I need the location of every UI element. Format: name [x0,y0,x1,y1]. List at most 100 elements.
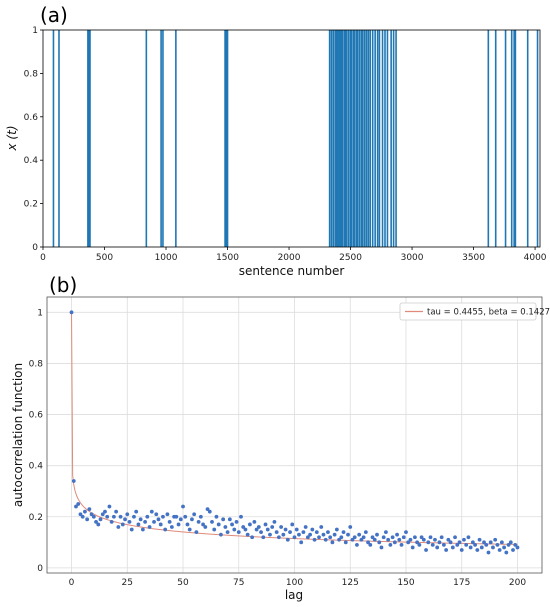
data-point [252,519,257,524]
data-point [105,514,110,519]
data-point [450,545,455,550]
data-point [437,540,442,545]
data-point [85,517,90,522]
data-point [504,550,509,555]
data-point [355,542,359,547]
data-point [276,535,281,540]
data-point [441,542,446,547]
data-point [234,519,239,524]
data-point [330,540,335,545]
data-point [323,537,328,542]
data-point [136,522,141,527]
data-point [326,530,330,535]
data-point [381,535,386,540]
data-point [190,517,194,522]
panel-b-frame [46,296,543,574]
data-point [502,545,506,550]
data-point [71,479,76,483]
data-point [285,537,290,542]
x-tick-label: 75 [233,578,244,588]
panel-b-label: (b) [49,273,77,297]
data-point [78,512,83,517]
data-point [91,514,96,519]
data-point [156,517,161,522]
panel-a-bars [52,30,539,247]
data-point [123,517,127,522]
data-point [337,537,341,542]
data-point [230,522,234,527]
y-tick-label: 1 [32,26,38,36]
data-point [140,527,145,532]
x-tick-label: 1000 [155,253,178,263]
data-point [283,527,288,532]
data-point [390,535,395,540]
data-point [352,535,357,540]
data-point [236,530,241,535]
data-point [138,517,143,522]
data-point [118,514,123,519]
data-point [83,509,87,514]
data-point [227,517,232,522]
data-point [69,310,74,315]
data-point [248,522,252,527]
y-tick-label: 0.4 [29,462,44,472]
data-point [225,530,230,535]
panel-a-y-axis-label: x (t) [5,126,19,152]
x-tick-label: 3500 [462,253,485,263]
data-point [486,550,491,555]
data-point [129,527,134,532]
data-point [455,542,460,547]
data-point [216,522,221,527]
data-point [221,517,226,522]
data-point [435,545,440,550]
data-point [321,532,326,537]
data-point [245,532,250,537]
data-point [294,527,299,532]
y-tick-label: 0.8 [29,359,44,369]
data-point [457,540,462,545]
data-point [317,535,321,540]
data-point [439,535,444,540]
data-point [348,525,353,529]
data-point [107,504,112,509]
y-tick-label: 0.2 [29,513,43,523]
data-point [475,548,480,552]
y-tick-label: 0.6 [24,113,39,123]
data-point [187,527,192,532]
data-point [163,527,168,532]
data-point [310,527,315,532]
data-point [303,525,308,529]
data-point [174,514,179,519]
panel-b-x-axis-label: lag [285,588,303,602]
x-tick-label: 175 [453,578,470,588]
data-point [421,537,426,542]
data-point [178,517,183,522]
data-point [339,535,344,540]
data-point [210,519,214,524]
data-point [404,530,408,535]
data-point [176,522,181,527]
data-point [464,542,469,547]
data-point [399,542,404,547]
panel-a-plot: 0 500 1000 1500 2000 2500 3000 3500 4000 0 0.2 0.4… [24,26,547,263]
data-point [428,535,433,540]
x-tick-label: 0 [40,253,46,263]
data-point [341,530,346,535]
data-point [513,542,518,547]
x-tick-label: 2000 [278,253,301,263]
data-point [87,507,92,512]
data-point [408,537,413,542]
data-point [491,545,495,550]
panel-b-grid [47,297,542,573]
data-point [100,512,105,517]
data-point [499,540,504,545]
x-tick-label: 1500 [216,253,239,263]
data-point [397,537,402,542]
data-point [254,527,259,532]
data-point [111,514,116,519]
data-point [459,548,464,552]
x-tick-label: 50 [177,578,189,588]
data-point [98,517,103,522]
x-tick-label: 3000 [401,253,424,263]
